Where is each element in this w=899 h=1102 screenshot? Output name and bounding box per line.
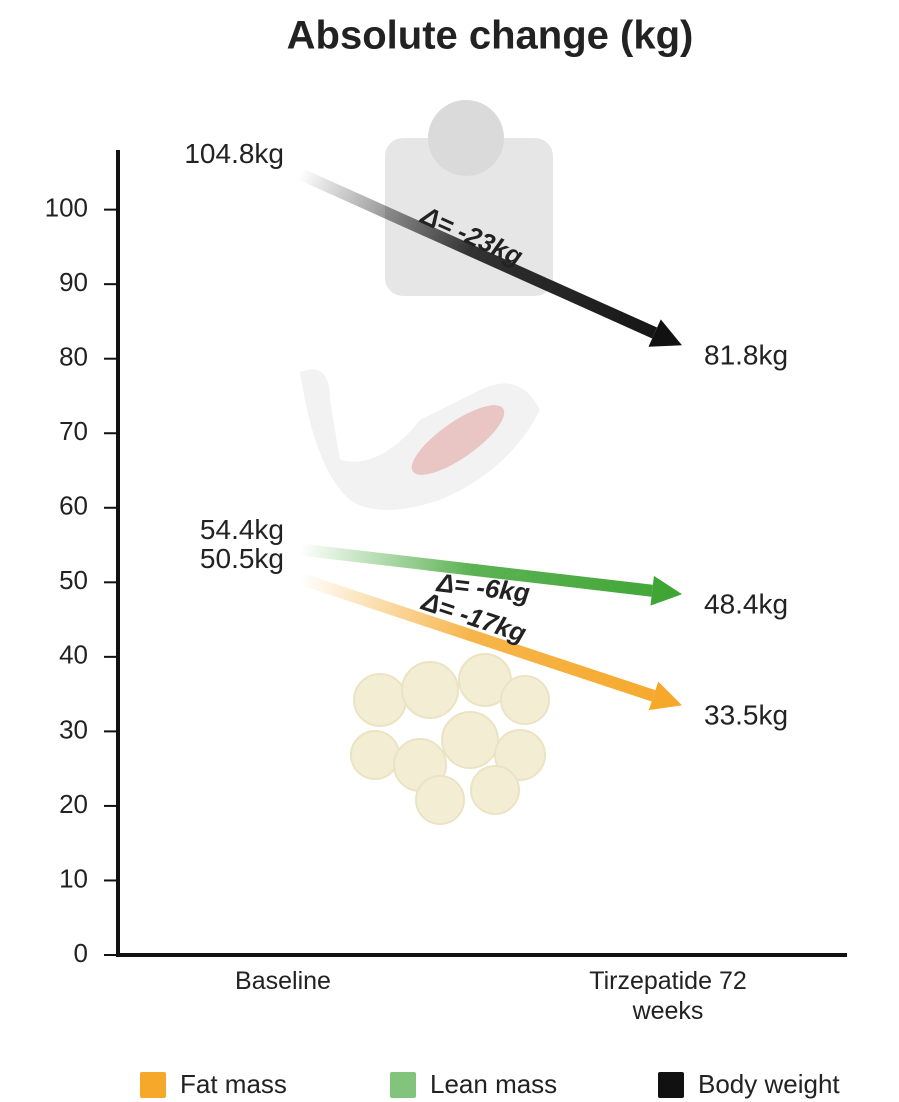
value-label: 104.8kg — [184, 138, 284, 169]
x-tick-label: Baseline — [203, 966, 363, 996]
legend-label: Fat mass — [180, 1069, 287, 1099]
y-tick-label: 90 — [59, 267, 88, 297]
y-tick-label: 40 — [59, 640, 88, 670]
value-label: 81.8kg — [704, 340, 788, 371]
fat-icon — [351, 654, 549, 824]
legend-swatch — [390, 1072, 416, 1098]
legend-swatch — [658, 1072, 684, 1098]
y-tick-label: 60 — [59, 491, 88, 521]
legend-swatch — [140, 1072, 166, 1098]
scale-dial — [428, 100, 504, 176]
value-label: 48.4kg — [704, 589, 788, 620]
y-tick-label: 70 — [59, 416, 88, 446]
arrowhead — [650, 576, 682, 606]
legend-label: Body weight — [698, 1069, 840, 1099]
legend-label: Lean mass — [430, 1069, 557, 1099]
value-label: 54.4kg — [200, 514, 284, 545]
chart-title: Absolute change (kg) — [287, 14, 694, 58]
y-tick-label: 20 — [59, 789, 88, 819]
y-tick-label: 10 — [59, 863, 88, 893]
arrowhead — [649, 682, 682, 710]
y-tick-label: 100 — [45, 193, 88, 223]
y-tick-label: 80 — [59, 342, 88, 372]
value-label: 33.5kg — [704, 700, 788, 731]
value-label: 50.5kg — [200, 543, 284, 574]
chart: Absolute change (kg) 0 10 20 30 40 50 60 70 80 90… — [0, 0, 899, 1102]
y-tick-label: 30 — [59, 714, 88, 744]
page: Absolute change (kg) 0 10 20 30 40 50 60 70 80 90… — [0, 0, 899, 1102]
x-tick-label: Tirzepatide 72 weeks — [588, 966, 748, 1026]
arm-icon — [300, 369, 540, 510]
y-tick-label: 50 — [59, 565, 88, 595]
y-tick-label: 0 — [74, 938, 88, 968]
